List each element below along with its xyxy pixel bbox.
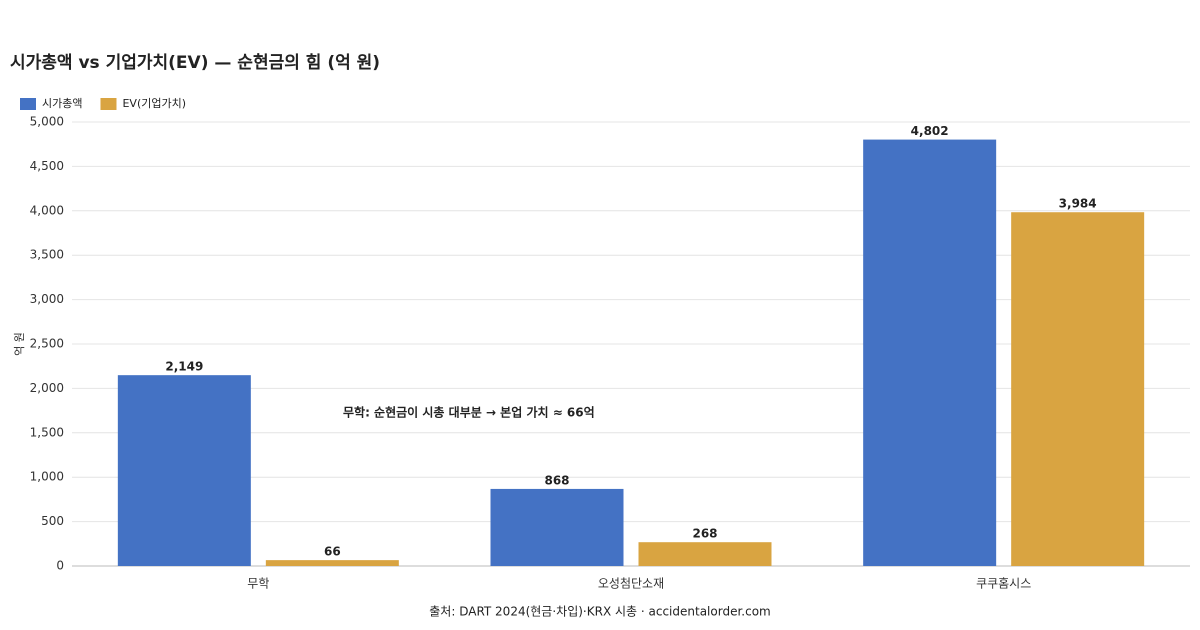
- source: 출처: DART 2024(현금·차입)·KRX 시총 · accidental…: [429, 605, 770, 619]
- annotation: 무학: 순현금이 시총 대부분 → 본업 가치 ≈ 66억: [343, 405, 595, 420]
- y-tick-label: 3,000: [30, 292, 64, 306]
- x-tick-label: 쿠쿠홈시스: [976, 577, 1031, 591]
- bar: [1011, 212, 1145, 566]
- bar: [638, 542, 772, 566]
- legend-swatch: [100, 98, 117, 110]
- x-tick-label: 오성첨단소재: [598, 577, 664, 591]
- y-tick-label: 1,500: [30, 425, 64, 439]
- value-label: 66: [324, 545, 341, 559]
- value-label: 3,984: [1059, 197, 1097, 211]
- bar: [117, 375, 251, 566]
- bar: [863, 139, 997, 566]
- chart-title: 시가총액 vs 기업가치(EV) — 순현금의 힘 (억 원): [10, 52, 380, 73]
- y-tick-label: 2,500: [30, 337, 64, 351]
- y-tick-label: 4,000: [30, 203, 64, 217]
- legend-label: 시가총액: [42, 97, 82, 110]
- legend-label: EV(기업가치): [122, 97, 186, 110]
- bar: [490, 488, 624, 566]
- value-label: 4,802: [911, 124, 949, 138]
- legend-swatch: [20, 98, 36, 110]
- bar: [265, 560, 399, 566]
- value-label: 268: [692, 527, 717, 541]
- x-tick-label: 무학: [247, 577, 269, 591]
- value-label: 2,149: [165, 360, 203, 374]
- y-tick-label: 3,500: [30, 248, 64, 262]
- y-tick-label: 2,000: [30, 381, 64, 395]
- y-tick-label: 5,000: [30, 115, 64, 129]
- y-axis-label: 억 원: [13, 332, 26, 356]
- y-tick-label: 1,000: [30, 470, 64, 484]
- y-tick-label: 4,500: [30, 159, 64, 173]
- y-tick-label: 0: [56, 559, 64, 573]
- y-tick-label: 500: [41, 514, 64, 528]
- value-label: 868: [544, 473, 569, 487]
